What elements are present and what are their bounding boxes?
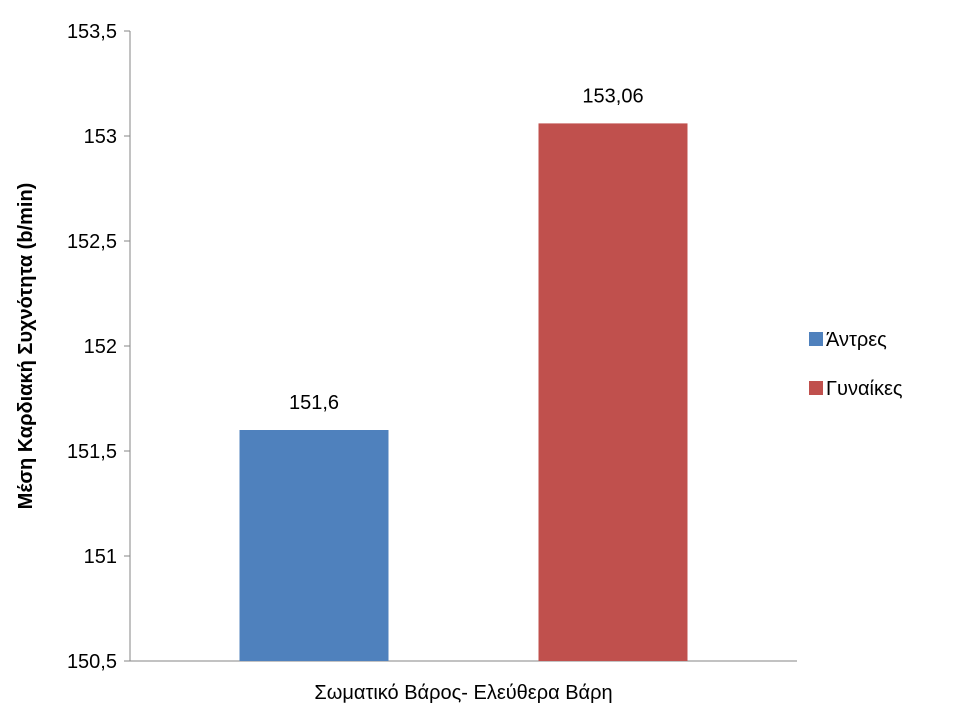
- bar-men: [239, 430, 389, 661]
- data-label: 151,6: [289, 392, 339, 414]
- x-axis: Σωματικό Βάρος- Ελεύθερα Βάρη: [130, 660, 797, 704]
- y-tick-label: 153: [84, 126, 117, 148]
- bars: [239, 123, 688, 661]
- bar-women: [538, 123, 688, 661]
- legend-label: Άντρες: [826, 329, 887, 351]
- legend: Άντρες Γυναίκες: [809, 329, 903, 400]
- y-tick-label: 152: [84, 336, 117, 358]
- legend-swatch: [809, 381, 823, 395]
- legend-label: Γυναίκες: [826, 378, 903, 400]
- y-axis-title: Μέση Καρδιακή Συχνότητα (b/min): [15, 183, 37, 510]
- y-tick-label: 151: [84, 546, 117, 568]
- x-category-label: Σωματικό Βάρος- Ελεύθερα Βάρη: [314, 682, 612, 704]
- data-label: 153,06: [582, 85, 643, 107]
- data-labels: 151,6 153,06: [289, 85, 644, 414]
- y-tick-label: 151,5: [67, 441, 117, 463]
- y-tick-label: 150,5: [67, 651, 117, 673]
- y-tick-label: 153,5: [67, 21, 117, 43]
- y-axis: 150,5 151 151,5 152 152,5 153 153,5: [67, 21, 131, 673]
- y-tick-label: 152,5: [67, 231, 117, 253]
- legend-swatch: [809, 332, 823, 346]
